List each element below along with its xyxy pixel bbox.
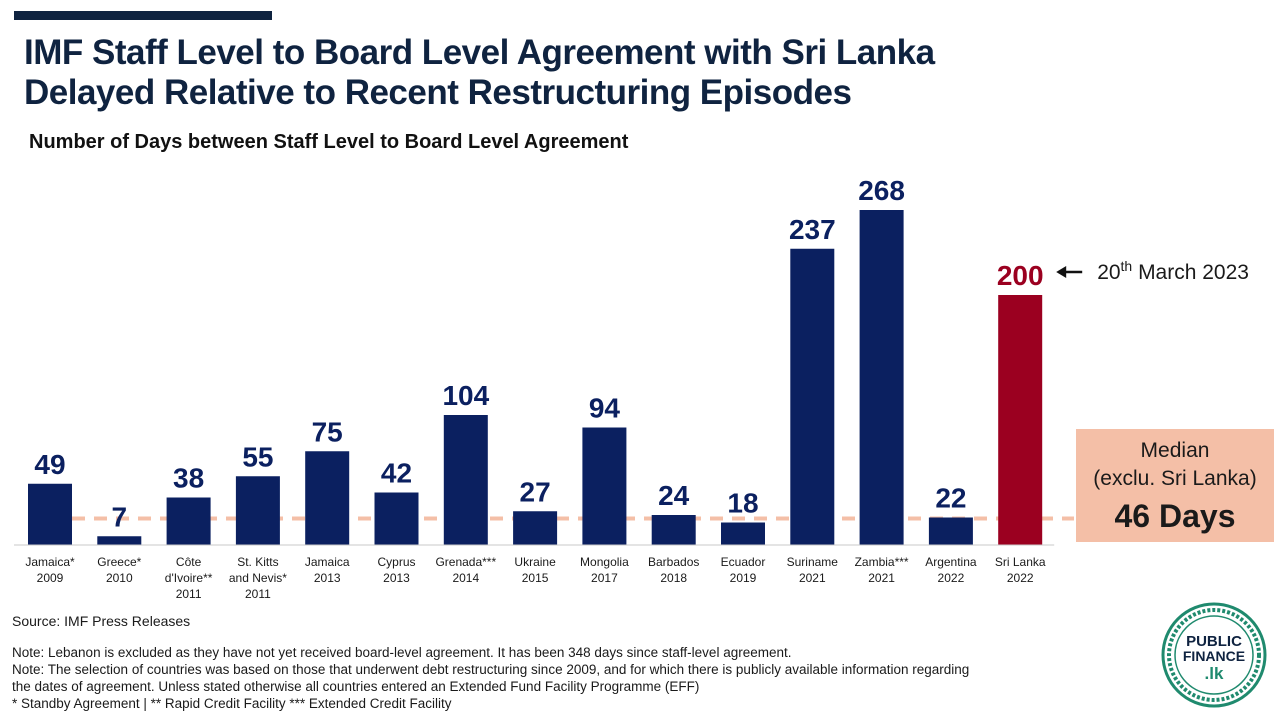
category-label: Jamaica	[305, 555, 350, 569]
category-label: Ecuador	[721, 555, 766, 569]
median-qualifier: (exclu. Sri Lanka)	[1093, 467, 1257, 490]
bar-value-label: 24	[658, 480, 690, 511]
category-label: 2014	[452, 571, 479, 585]
category-label: 2013	[314, 571, 341, 585]
logo-word-finance: FINANCE	[1183, 648, 1245, 664]
category-label: Greece*	[97, 555, 141, 569]
annotation-day: 20	[1097, 261, 1120, 284]
bar-value-label: 237	[789, 214, 836, 245]
category-label: St. Kitts	[237, 555, 278, 569]
logo-inner-ring	[1174, 615, 1254, 695]
bar-value-label: 18	[727, 488, 758, 519]
logo-word-lk: .lk	[1205, 664, 1224, 683]
category-label: Jamaica*	[25, 555, 75, 569]
category-label: Barbados	[648, 555, 699, 569]
bar-value-label: 22	[935, 483, 966, 514]
bar	[651, 515, 696, 545]
bar-value-label: 75	[312, 416, 343, 447]
category-label: Côte	[176, 555, 202, 569]
category-label: Sri Lanka	[995, 555, 1046, 569]
annotation-ordinal: th	[1121, 258, 1133, 274]
bars-layer	[28, 210, 1043, 545]
title-line-2: Delayed Relative to Recent Restructuring…	[24, 73, 852, 112]
annotation-layer: 20th March 2023	[1056, 258, 1249, 284]
bar	[97, 536, 142, 545]
category-label: Cyprus	[377, 555, 415, 569]
bar	[513, 511, 558, 545]
bar	[859, 210, 904, 545]
footnote-4: * Standby Agreement | ** Rapid Credit Fa…	[12, 696, 452, 711]
category-label: 2015	[522, 571, 549, 585]
bar-value-label: 268	[858, 175, 905, 206]
bar	[305, 451, 350, 545]
bar	[28, 483, 72, 545]
bar-value-label: 55	[242, 441, 273, 472]
public-finance-logo: PUBLIC FINANCE .lk	[1161, 602, 1267, 708]
bar-value-label: 38	[173, 463, 204, 494]
category-label: Ukraine	[514, 555, 556, 569]
category-label: 2021	[799, 571, 826, 585]
annotation-date: March 2023	[1132, 261, 1249, 284]
footnote-2: Note: The selection of countries was bas…	[12, 662, 970, 677]
footnotes: Note: Lebanon is excluded as they have n…	[12, 644, 1142, 712]
footnote-1: Note: Lebanon is excluded as they have n…	[12, 645, 792, 660]
bar	[790, 248, 835, 545]
chart-subtitle: Number of Days between Staff Level to Bo…	[29, 131, 629, 153]
category-label: 2011	[245, 587, 271, 601]
category-label: 2021	[868, 571, 895, 585]
category-label: Mongolia	[580, 555, 629, 569]
footnote-3: the dates of agreement. Unless stated ot…	[12, 679, 700, 694]
bar	[235, 476, 280, 545]
bar-value-label: 27	[520, 476, 551, 507]
median-label: Median	[1140, 439, 1210, 462]
category-label: and Nevis*	[229, 571, 287, 585]
labels-layer: 49 Jamaica* 2009 7 Greece* 2010 38 Côte d'Ivoire…	[25, 175, 1046, 601]
bar-value-label: 94	[589, 393, 621, 424]
bar	[998, 295, 1043, 545]
category-label: 2022	[1007, 571, 1034, 585]
category-label: Grenada***	[435, 555, 496, 569]
bar	[582, 427, 627, 545]
bar-value-label: 49	[34, 449, 65, 480]
category-label: 2019	[730, 571, 757, 585]
category-label: 2018	[660, 571, 687, 585]
bar	[443, 415, 488, 545]
logo-word-public: PUBLIC	[1186, 633, 1242, 650]
bar-value-label: 7	[112, 501, 128, 532]
category-label: 2010	[106, 571, 133, 585]
bar	[928, 517, 973, 545]
bar-value-label: 104	[442, 380, 489, 411]
bar-value-label: 42	[381, 458, 412, 489]
median-value: 46 Days	[1114, 498, 1236, 534]
annotation-text: 20th March 2023	[1097, 258, 1249, 284]
title-line-1: IMF Staff Level to Board Level Agreement…	[24, 33, 935, 72]
category-label: 2009	[37, 571, 64, 585]
median-callout: Median (exclu. Sri Lanka) 46 Days	[1076, 429, 1274, 542]
source-note: Source: IMF Press Releases	[12, 613, 191, 629]
page-title: IMF Staff Level to Board Level Agreement…	[24, 33, 1124, 113]
bar	[374, 492, 419, 545]
category-label: 2022	[938, 571, 965, 585]
category-label: Suriname	[787, 555, 839, 569]
category-label: 2013	[383, 571, 410, 585]
bar-value-label: 200	[997, 260, 1044, 291]
category-label: 2017	[591, 571, 618, 585]
annotation-arrow-icon	[1056, 266, 1067, 278]
logo-pattern-ring	[1167, 608, 1261, 702]
category-label: d'Ivoire**	[165, 571, 213, 585]
category-label: Argentina	[925, 555, 977, 569]
category-label: 2011	[176, 587, 202, 601]
bar	[166, 497, 211, 545]
bar	[721, 522, 765, 545]
category-label: Zambia***	[855, 555, 909, 569]
top-rule	[14, 11, 272, 20]
